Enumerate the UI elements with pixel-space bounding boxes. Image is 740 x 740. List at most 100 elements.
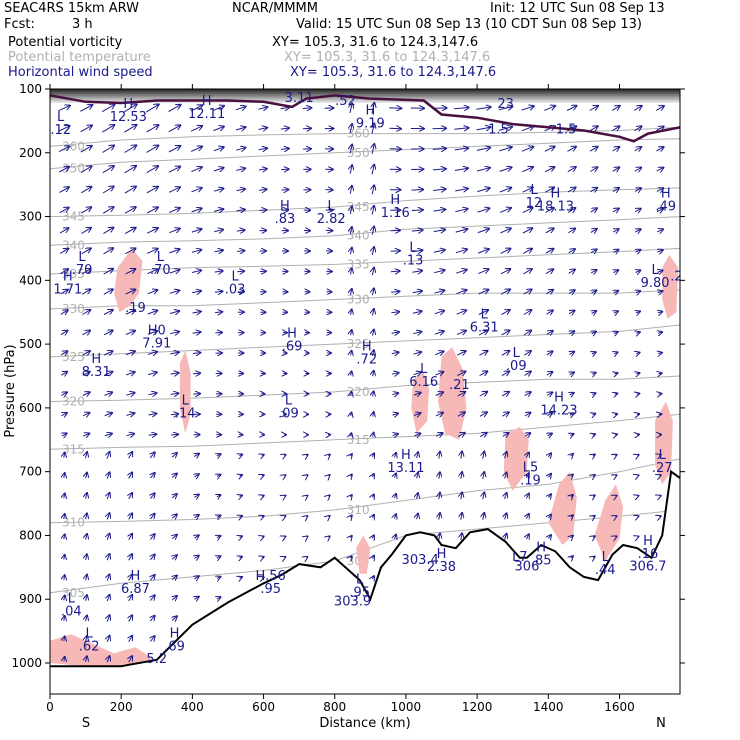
wind-vector: [190, 105, 202, 112]
wind-vector: [433, 230, 445, 232]
pv-extremum-label: L7: [512, 550, 528, 565]
wind-vector: [637, 373, 640, 374]
wind-vector: [217, 454, 221, 456]
wind-vector: [129, 554, 133, 561]
wind-vector: [545, 187, 554, 193]
wind-vector: [456, 310, 467, 314]
wind-vector: [498, 107, 513, 110]
wind-vector: [435, 392, 443, 395]
wind-vector: [217, 577, 221, 579]
wind-vector: [150, 575, 154, 580]
wind-vector: [195, 535, 199, 538]
wind-vector: [434, 311, 444, 314]
wind-vector: [477, 208, 490, 212]
wind-vector: [393, 413, 399, 415]
wind-vector: [660, 516, 661, 517]
wind-vector: [170, 414, 178, 415]
pv-extremum-label: 1.16: [381, 206, 410, 221]
wind-vector: [195, 576, 199, 579]
pv-extremum-label: 2.38: [427, 560, 456, 575]
endpoint-right: N: [656, 716, 666, 731]
pv-extremum-label: L: [420, 362, 428, 377]
pv-extremum-label: H: [202, 94, 212, 109]
pv-extremum-label: H: [437, 547, 447, 562]
wind-vector: [217, 597, 221, 599]
wind-vector: [523, 310, 532, 315]
wind-vector: [524, 413, 531, 416]
wind-vector: [147, 331, 157, 334]
wind-vector: [191, 229, 202, 232]
y-tick-label: 900: [19, 592, 42, 606]
y-axis-label: Pressure (hPa): [3, 344, 18, 437]
wind-vector: [192, 353, 201, 354]
wind-vectors: [58, 103, 664, 663]
wind-vector: [499, 147, 511, 152]
wind-vector: [107, 472, 109, 479]
wind-vector: [461, 513, 462, 520]
theta-label: 320: [62, 395, 85, 409]
wind-vector: [61, 372, 67, 376]
wind-vector: [170, 373, 179, 374]
wind-vector: [636, 291, 640, 293]
pv-extremum-label: .19: [125, 301, 146, 316]
wind-vector: [439, 534, 440, 540]
theta-label: 310: [62, 516, 85, 530]
pv-extremum-label: 1.5: [488, 123, 509, 138]
wind-vector: [548, 434, 552, 436]
wind-vector: [86, 473, 87, 479]
wind-vector: [60, 290, 68, 294]
wind-vector: [60, 351, 67, 355]
wind-vector: [372, 515, 374, 518]
wind-vector: [417, 514, 418, 520]
wind-vector: [191, 250, 201, 253]
wind-vector: [521, 106, 534, 111]
wind-vector: [457, 412, 465, 416]
x-tick-label: 200: [110, 700, 133, 714]
wind-vector: [615, 516, 616, 517]
wind-vector: [259, 189, 267, 190]
wind-vector: [125, 269, 136, 275]
wind-vector: [476, 107, 490, 109]
wind-vector: [391, 352, 399, 353]
wind-vector: [307, 475, 308, 476]
wind-vector: [64, 596, 65, 601]
wind-vector: [592, 311, 597, 314]
wind-vector: [372, 123, 374, 134]
wind-vector: [590, 249, 597, 252]
pv-extremum-label: H: [390, 193, 400, 208]
wind-vector: [523, 269, 532, 275]
wind-vector: [107, 574, 109, 581]
wind-vector: [236, 210, 245, 211]
wind-vector: [656, 147, 664, 151]
wind-vector: [593, 516, 595, 517]
wind-vector: [505, 534, 507, 540]
wind-vector: [656, 209, 663, 212]
pv-extremum-label: H: [362, 339, 372, 354]
pv-extremum-label: .19: [520, 474, 541, 489]
pv-extremum-label: 9.19: [356, 117, 385, 132]
x-tick-label: 1600: [604, 700, 635, 714]
wind-vector: [615, 414, 617, 415]
wind-vector: [102, 166, 114, 174]
wind-vector: [611, 106, 620, 111]
pv-extremum-label: .12: [50, 123, 71, 138]
pv-extremum-label: .72: [356, 352, 377, 367]
wind-vector: [478, 310, 488, 315]
y-tick-label: 200: [19, 146, 42, 160]
wind-vector: [479, 412, 487, 416]
wind-vector: [483, 472, 485, 480]
wind-vector: [500, 249, 511, 254]
wind-vector: [479, 433, 487, 437]
wind-vector: [307, 536, 308, 537]
wind-vector: [615, 536, 616, 537]
wind-vector: [146, 146, 159, 153]
wind-vector: [146, 228, 158, 234]
wind-vector: [612, 147, 620, 151]
wind-vector: [351, 392, 352, 396]
wind-vector: [83, 433, 89, 436]
theta-label: 360: [347, 127, 370, 141]
wind-vector: [395, 514, 397, 518]
wind-vector: [614, 352, 617, 353]
theta-isoline-345: [50, 187, 680, 218]
